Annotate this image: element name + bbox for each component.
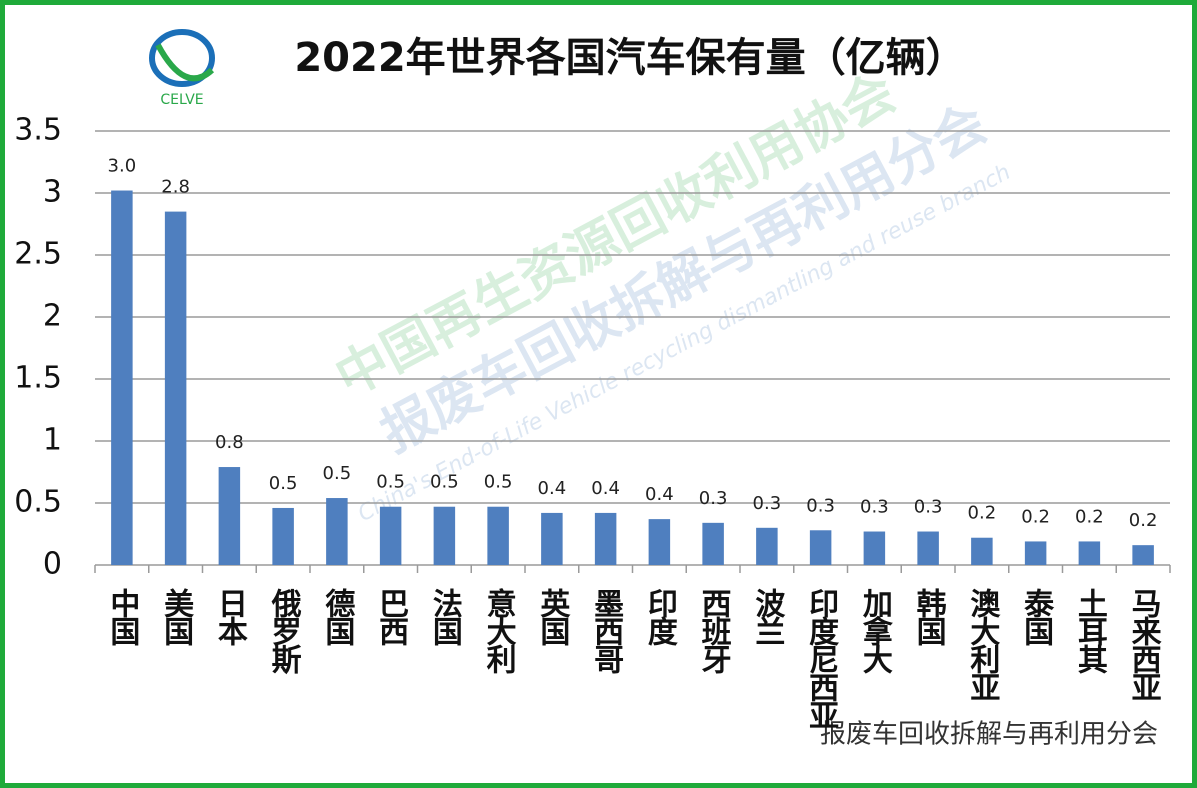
bar [111, 190, 133, 565]
bar [1024, 541, 1047, 565]
value-label: 0.5 [269, 473, 298, 494]
value-label: 0.4 [591, 478, 620, 499]
value-label: 0.8 [215, 432, 244, 453]
x-tick-label: 澳大利亚 [964, 588, 1000, 700]
x-tick-label: 中国 [104, 588, 139, 646]
bar [272, 507, 294, 565]
y-tick-label: 0.5 [14, 485, 62, 520]
y-tick-label: 1 [43, 423, 62, 458]
chart-title: 2022年世界各国汽车保有量（亿辆） [294, 35, 965, 81]
bar [433, 506, 456, 565]
x-tick-label: 印度尼西亚 [803, 588, 839, 728]
y-tick-label: 2.5 [14, 237, 62, 272]
y-tick-label: 3.5 [14, 113, 62, 148]
value-label: 0.3 [753, 493, 782, 514]
value-label: 0.3 [860, 497, 889, 518]
value-label: 0.5 [484, 472, 513, 493]
value-label: 0.2 [1075, 506, 1104, 527]
value-label: 0.3 [914, 497, 943, 518]
x-tick-label: 泰国 [1018, 588, 1054, 646]
bar [863, 531, 886, 565]
bar [594, 512, 617, 565]
y-tick-label: 3 [43, 175, 62, 210]
footer: 报废车回收拆解与再利用分会 [820, 720, 1158, 750]
x-tick-label: 西班牙 [696, 588, 732, 674]
value-label: 0.2 [968, 503, 997, 524]
x-tick-label: 巴西 [373, 588, 408, 646]
y-tick-label: 1.5 [14, 361, 62, 396]
x-tick-label: 印度 [642, 588, 678, 647]
bar [809, 530, 832, 565]
bar [218, 467, 241, 565]
value-label: 3.0 [108, 156, 137, 177]
bar [756, 527, 778, 565]
y-tick-label: 0 [43, 547, 62, 582]
x-tick-label: 日本 [212, 588, 248, 646]
bar [971, 537, 993, 565]
bar [541, 512, 563, 565]
x-tick-label: 韩国 [911, 588, 947, 646]
bar [648, 519, 671, 565]
bar [1078, 541, 1101, 565]
y-tick-label: 2 [43, 299, 62, 334]
x-tick-label: 意大利 [481, 587, 517, 674]
value-label: 0.3 [699, 488, 728, 509]
x-tick-label: 美国 [158, 587, 194, 646]
x-tick-label: 俄罗斯 [266, 588, 303, 675]
logo: CELVE [149, 29, 215, 108]
x-tick-label: 墨西哥 [588, 588, 623, 674]
x-tick-label: 英国 [534, 588, 570, 646]
logo-text: CELVE [160, 92, 203, 108]
bar [1132, 545, 1154, 565]
value-label: 0.3 [806, 495, 835, 516]
bar [917, 531, 939, 565]
x-tick-label: 波兰 [749, 588, 785, 645]
value-label: 0.5 [323, 463, 352, 484]
bar [326, 498, 348, 565]
value-label: 0.4 [645, 484, 674, 505]
value-label: 2.8 [161, 177, 190, 198]
x-tick-label: 马来西亚 [1126, 588, 1162, 700]
bar [487, 506, 509, 565]
value-label: 0.2 [1129, 510, 1158, 531]
x-tick-label: 法国 [427, 588, 463, 646]
x-tick-label: 加拿大 [857, 588, 893, 674]
value-label: 0.4 [538, 478, 567, 499]
x-tick-label: 土耳其 [1072, 588, 1108, 674]
bar [164, 211, 187, 565]
bar [702, 522, 724, 565]
value-label: 0.2 [1021, 506, 1050, 527]
value-label: 0.5 [376, 472, 405, 493]
value-label: 0.5 [430, 472, 459, 493]
bar [379, 506, 402, 565]
x-tick-label: 德国 [319, 588, 355, 646]
